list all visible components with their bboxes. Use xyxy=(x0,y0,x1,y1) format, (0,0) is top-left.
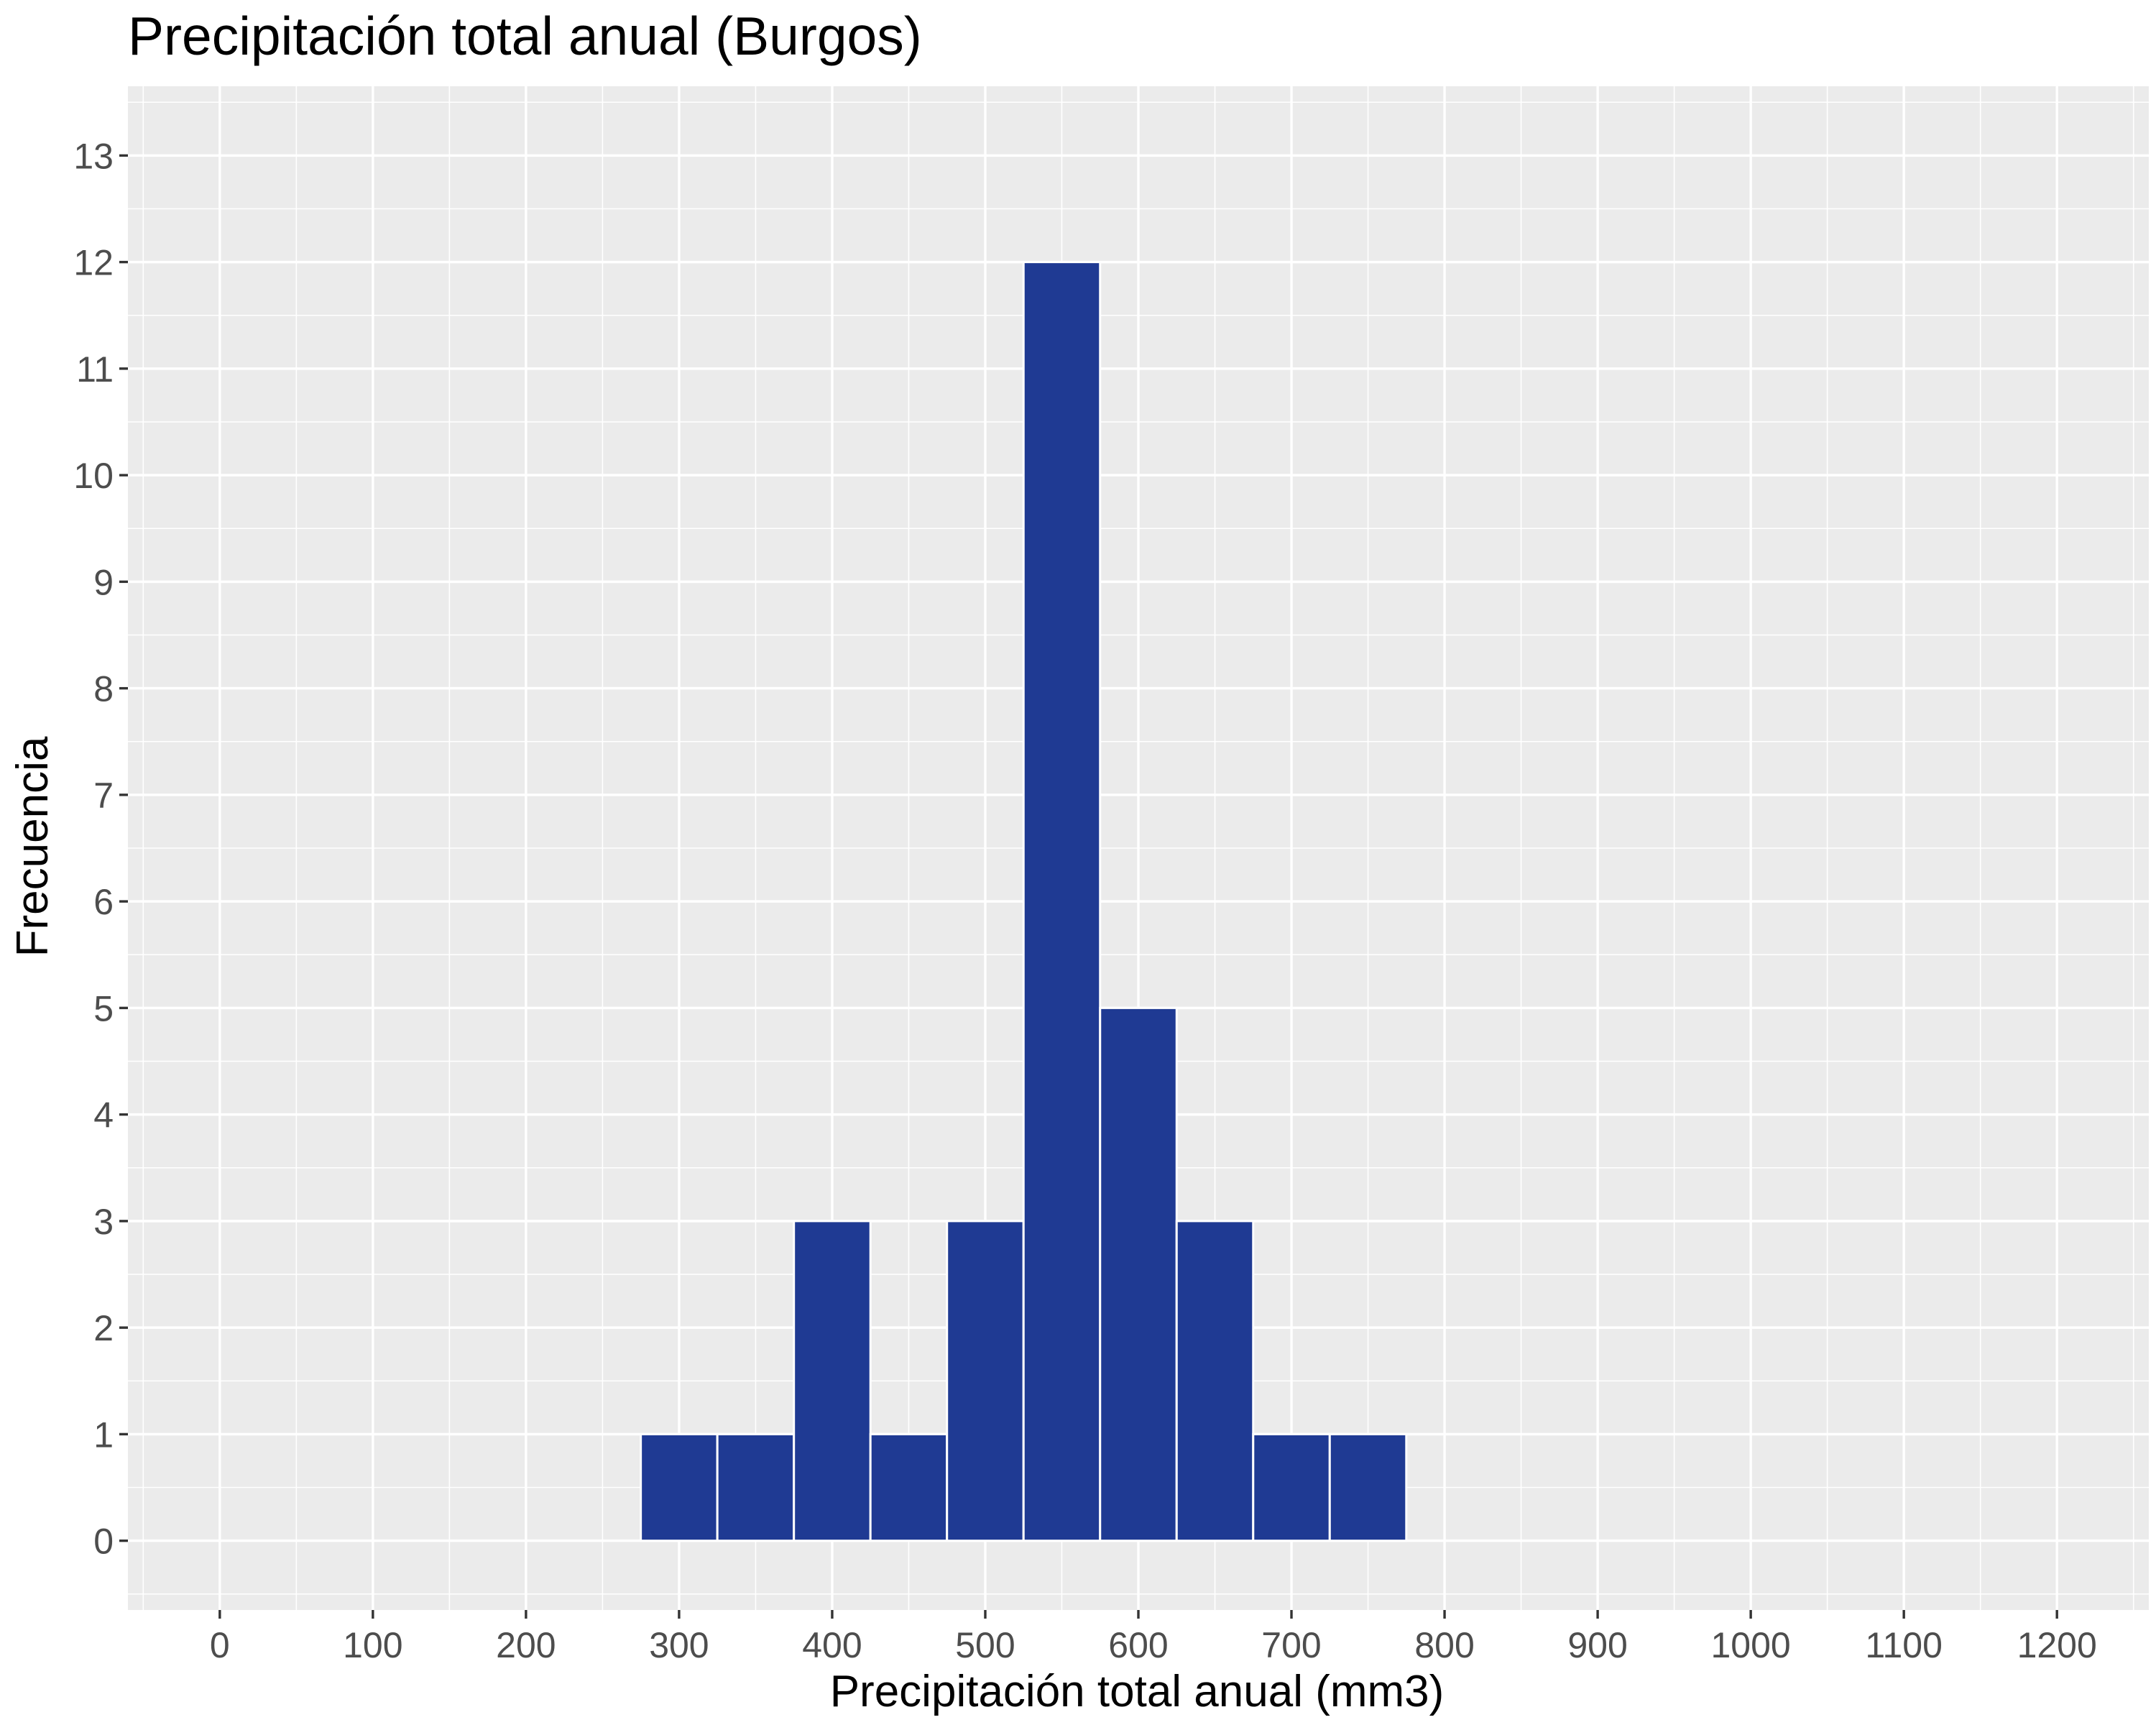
x-tick-label: 500 xyxy=(955,1625,1015,1665)
y-tick-label: 2 xyxy=(93,1308,114,1348)
x-tick-label: 100 xyxy=(343,1625,402,1665)
x-tick-label: 0 xyxy=(210,1625,230,1665)
x-tick-label: 700 xyxy=(1261,1625,1321,1665)
y-tick-label: 7 xyxy=(93,776,114,816)
histogram-bar xyxy=(1022,261,1102,1542)
x-tick-label: 600 xyxy=(1108,1625,1168,1665)
y-tick-label: 11 xyxy=(76,349,114,390)
histogram-bar xyxy=(1175,1220,1255,1542)
x-tick-label: 1200 xyxy=(2017,1625,2097,1665)
y-tick-label: 6 xyxy=(93,882,114,922)
x-tick-label: 800 xyxy=(1414,1625,1474,1665)
y-tick-label: 9 xyxy=(93,562,114,602)
histogram-bar xyxy=(793,1220,872,1542)
histogram-bar xyxy=(869,1432,949,1542)
y-tick-label: 1 xyxy=(93,1414,114,1455)
y-tick-label: 4 xyxy=(93,1095,114,1136)
histogram-bars xyxy=(640,261,1408,1542)
histogram-bar xyxy=(1252,1432,1331,1542)
y-tick-label: 3 xyxy=(93,1202,114,1242)
y-axis-title: Frecuencia xyxy=(8,736,57,957)
x-tick-label: 400 xyxy=(802,1625,862,1665)
histogram-bar xyxy=(640,1432,719,1542)
x-tick-label: 1000 xyxy=(1711,1625,1791,1665)
histogram-bar xyxy=(716,1432,796,1542)
y-tick-label: 13 xyxy=(73,136,114,176)
y-tick-label: 0 xyxy=(93,1522,114,1562)
x-tick-label: 1100 xyxy=(1865,1625,1943,1665)
y-tick-label: 12 xyxy=(73,243,114,283)
histogram-bar xyxy=(1099,1006,1178,1542)
x-axis-title: Precipitación total anual (mm3) xyxy=(830,1667,1445,1716)
y-tick-label: 10 xyxy=(73,456,114,496)
x-tick-label: 300 xyxy=(649,1625,709,1665)
histogram-bar xyxy=(1328,1432,1408,1542)
x-axis: 0 100 200 300 400 500 600 700 800 900 1000 1100 1200 xyxy=(210,1610,2097,1665)
chart-title: Precipitación total anual (Burgos) xyxy=(128,6,922,66)
x-tick-label: 200 xyxy=(496,1625,556,1665)
y-tick-label: 8 xyxy=(93,669,114,709)
y-tick-label: 5 xyxy=(93,988,114,1029)
histogram-bar xyxy=(946,1220,1025,1542)
x-tick-label: 900 xyxy=(1567,1625,1627,1665)
